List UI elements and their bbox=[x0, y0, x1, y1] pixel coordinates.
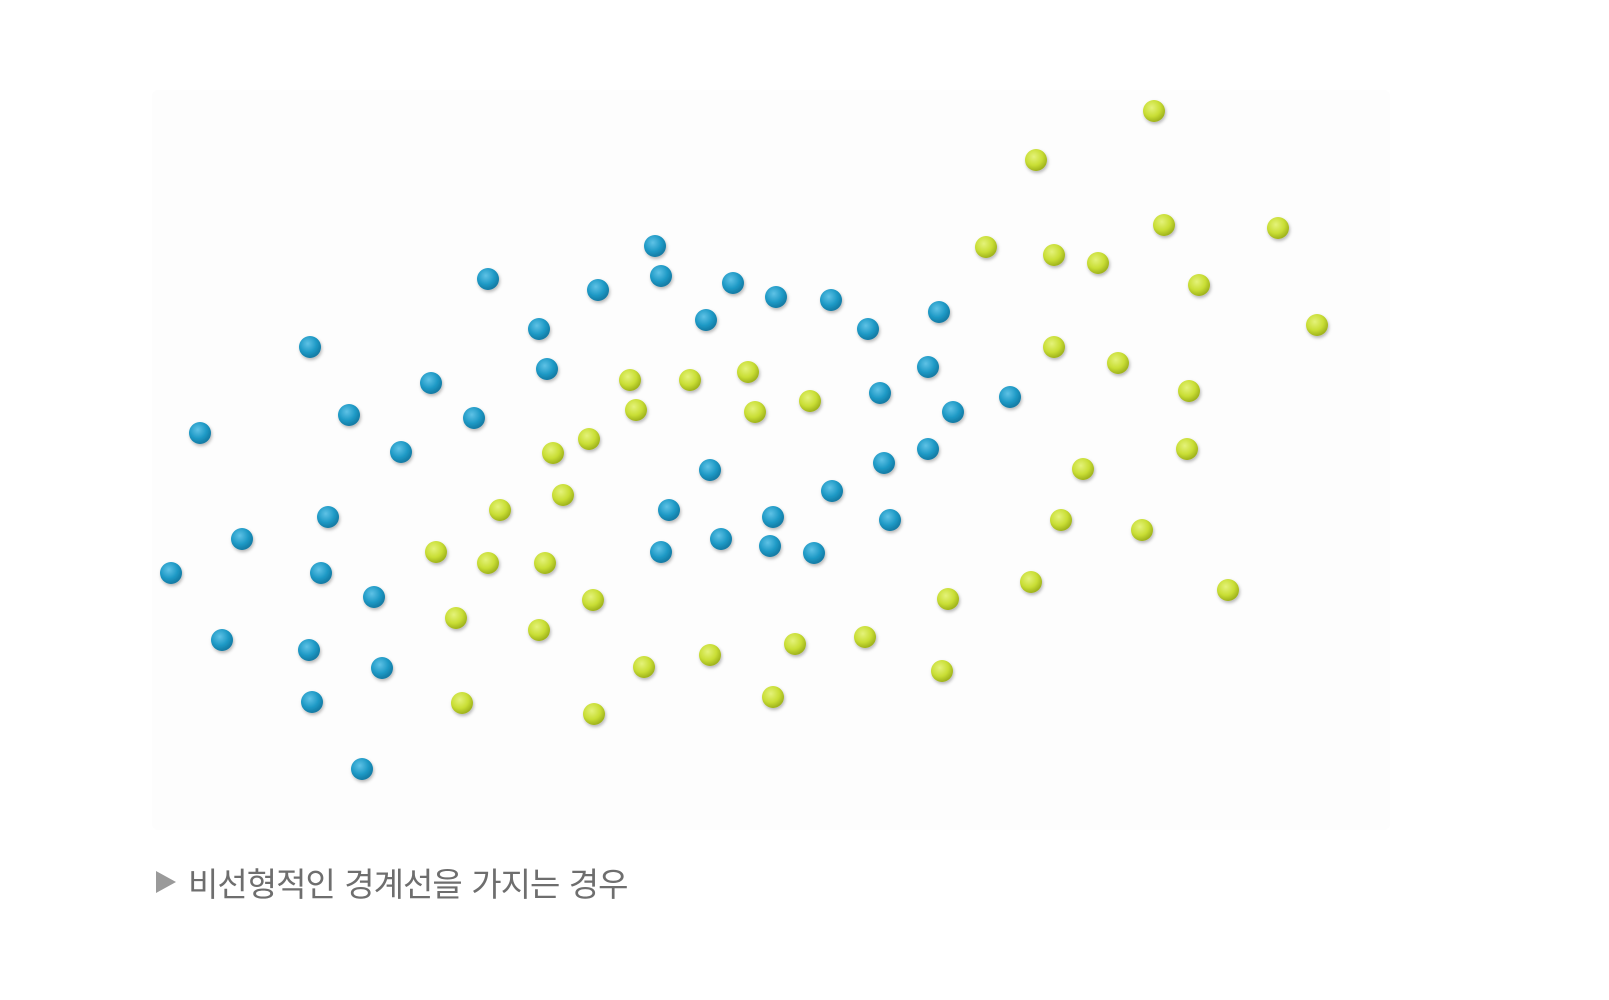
blue-class-point bbox=[650, 265, 672, 287]
green-class-point bbox=[737, 361, 759, 383]
green-class-point bbox=[1087, 252, 1109, 274]
green-class-point bbox=[445, 607, 467, 629]
blue-class-point bbox=[528, 318, 550, 340]
scatter-figure bbox=[152, 90, 1390, 830]
green-class-point bbox=[1107, 352, 1129, 374]
blue-class-point bbox=[644, 235, 666, 257]
blue-class-point bbox=[211, 629, 233, 651]
figure-caption: 비선형적인 경계선을 가지는 경우 bbox=[156, 862, 629, 904]
blue-class-point bbox=[536, 358, 558, 380]
green-class-point bbox=[1020, 571, 1042, 593]
blue-class-point bbox=[917, 356, 939, 378]
green-class-point bbox=[762, 686, 784, 708]
blue-class-point bbox=[189, 422, 211, 444]
blue-class-point bbox=[917, 438, 939, 460]
green-class-point bbox=[425, 541, 447, 563]
green-class-point bbox=[784, 633, 806, 655]
green-class-point bbox=[1072, 458, 1094, 480]
blue-class-point bbox=[231, 528, 253, 550]
blue-class-point bbox=[650, 541, 672, 563]
green-class-point bbox=[975, 236, 997, 258]
green-class-point bbox=[489, 499, 511, 521]
green-class-point bbox=[1306, 314, 1328, 336]
green-class-point bbox=[528, 619, 550, 641]
green-class-point bbox=[1176, 438, 1198, 460]
green-class-point bbox=[744, 401, 766, 423]
green-class-point bbox=[1050, 509, 1072, 531]
blue-class-point bbox=[820, 289, 842, 311]
blue-class-point bbox=[477, 268, 499, 290]
blue-class-point bbox=[759, 535, 781, 557]
green-class-point bbox=[583, 703, 605, 725]
green-class-point bbox=[1043, 244, 1065, 266]
green-class-point bbox=[854, 626, 876, 648]
blue-class-point bbox=[390, 441, 412, 463]
green-class-point bbox=[1178, 380, 1200, 402]
green-class-point bbox=[799, 390, 821, 412]
blue-class-point bbox=[762, 506, 784, 528]
blue-class-point bbox=[351, 758, 373, 780]
blue-class-point bbox=[338, 404, 360, 426]
green-class-point bbox=[1143, 100, 1165, 122]
blue-class-point bbox=[869, 382, 891, 404]
green-class-point bbox=[1025, 149, 1047, 171]
green-class-point bbox=[542, 442, 564, 464]
blue-class-point bbox=[942, 401, 964, 423]
blue-class-point bbox=[463, 407, 485, 429]
green-class-point bbox=[699, 644, 721, 666]
blue-class-point bbox=[317, 506, 339, 528]
blue-class-point bbox=[699, 459, 721, 481]
blue-class-point bbox=[879, 509, 901, 531]
blue-class-point bbox=[710, 528, 732, 550]
green-class-point bbox=[937, 588, 959, 610]
blue-class-point bbox=[160, 562, 182, 584]
blue-class-point bbox=[695, 309, 717, 331]
green-class-point bbox=[931, 660, 953, 682]
green-class-point bbox=[451, 692, 473, 714]
blue-class-point bbox=[803, 542, 825, 564]
blue-class-point bbox=[722, 272, 744, 294]
green-class-point bbox=[1153, 214, 1175, 236]
green-class-point bbox=[1043, 336, 1065, 358]
blue-class-point bbox=[301, 691, 323, 713]
green-class-point bbox=[1217, 579, 1239, 601]
blue-class-point bbox=[371, 657, 393, 679]
scatter-plot bbox=[160, 100, 1328, 780]
green-class-point bbox=[619, 369, 641, 391]
blue-class-point bbox=[999, 386, 1021, 408]
blue-class-point bbox=[298, 639, 320, 661]
blue-class-point bbox=[928, 301, 950, 323]
green-class-point bbox=[534, 552, 556, 574]
green-class-point bbox=[1267, 217, 1289, 239]
blue-class-point bbox=[857, 318, 879, 340]
green-class-point bbox=[633, 656, 655, 678]
blue-class-point bbox=[310, 562, 332, 584]
blue-class-point bbox=[363, 586, 385, 608]
blue-class-point bbox=[765, 286, 787, 308]
triangle-right-icon bbox=[156, 871, 176, 893]
blue-class-point bbox=[821, 480, 843, 502]
green-class-point bbox=[552, 484, 574, 506]
blue-class-point bbox=[658, 499, 680, 521]
blue-class-point bbox=[299, 336, 321, 358]
green-class-point bbox=[1131, 519, 1153, 541]
caption-text: 비선형적인 경계선을 가지는 경우 bbox=[188, 865, 629, 904]
green-class-point bbox=[1188, 274, 1210, 296]
cropped-text-line bbox=[155, 0, 1355, 18]
green-class-point bbox=[582, 589, 604, 611]
blue-class-point bbox=[587, 279, 609, 301]
blue-class-point bbox=[873, 452, 895, 474]
green-class-point bbox=[477, 552, 499, 574]
green-class-point bbox=[578, 428, 600, 450]
green-class-point bbox=[625, 399, 647, 421]
blue-class-point bbox=[420, 372, 442, 394]
green-class-point bbox=[679, 369, 701, 391]
